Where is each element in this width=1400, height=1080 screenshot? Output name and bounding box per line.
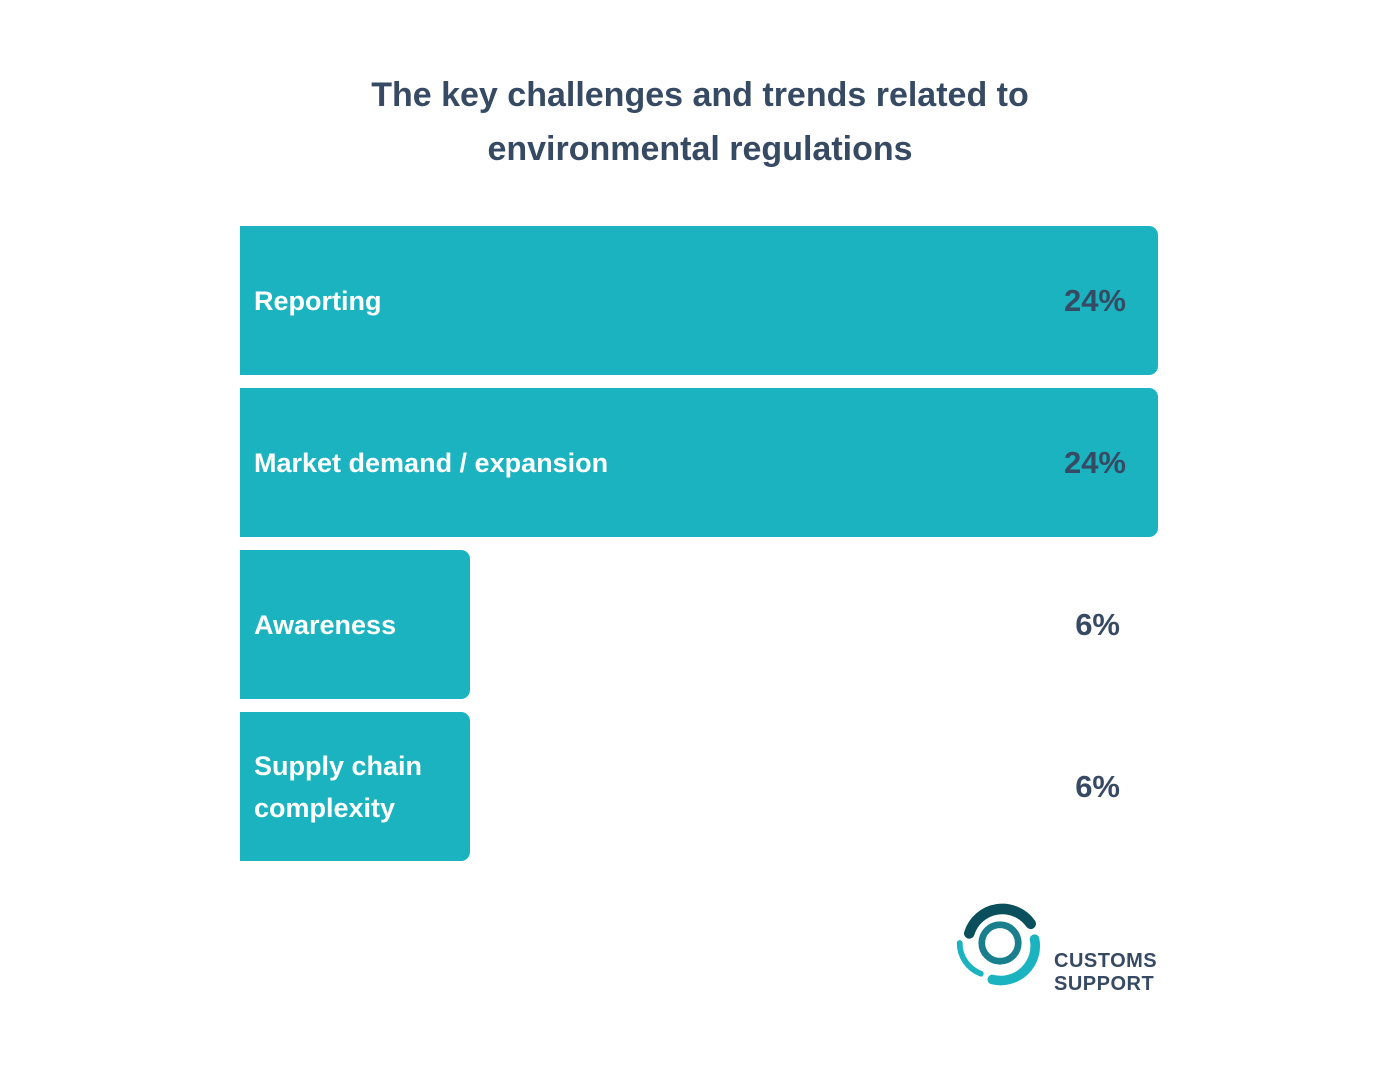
bar-label-3: Supply chain complexity: [254, 750, 423, 823]
chart-title: The key challenges and trends related to…: [0, 68, 1400, 176]
value-label-0: 24%: [1063, 282, 1126, 318]
bar-label-2: Awareness: [254, 609, 397, 640]
bar-2: [240, 550, 470, 699]
chart-title-line-2: environmental regulations: [487, 130, 913, 168]
logo-text-line-2: SUPPORT: [1054, 973, 1155, 995]
bar-label-1: Market demand / expansion: [254, 447, 609, 478]
bar-1: [240, 388, 1158, 537]
logo-text-line-1: CUSTOMS: [1054, 950, 1158, 972]
logo-text: CUSTOMS SUPPORT: [1054, 950, 1157, 996]
bar-chart: Reporting 24% Market demand / expansion 24%…: [240, 226, 1158, 862]
chart-title-line-1: The key challenges and trends related to: [371, 76, 1029, 114]
value-label-2: 6%: [1075, 606, 1120, 642]
value-label-1: 24%: [1063, 444, 1126, 480]
customs-support-swirl-icon: [956, 903, 1040, 986]
bar-3: [240, 712, 470, 861]
value-label-3: 6%: [1075, 768, 1120, 804]
bar-label-0: Reporting: [254, 285, 382, 316]
bar-0: [240, 226, 1158, 375]
customs-support-logo: CUSTOMS SUPPORT: [952, 895, 1162, 995]
